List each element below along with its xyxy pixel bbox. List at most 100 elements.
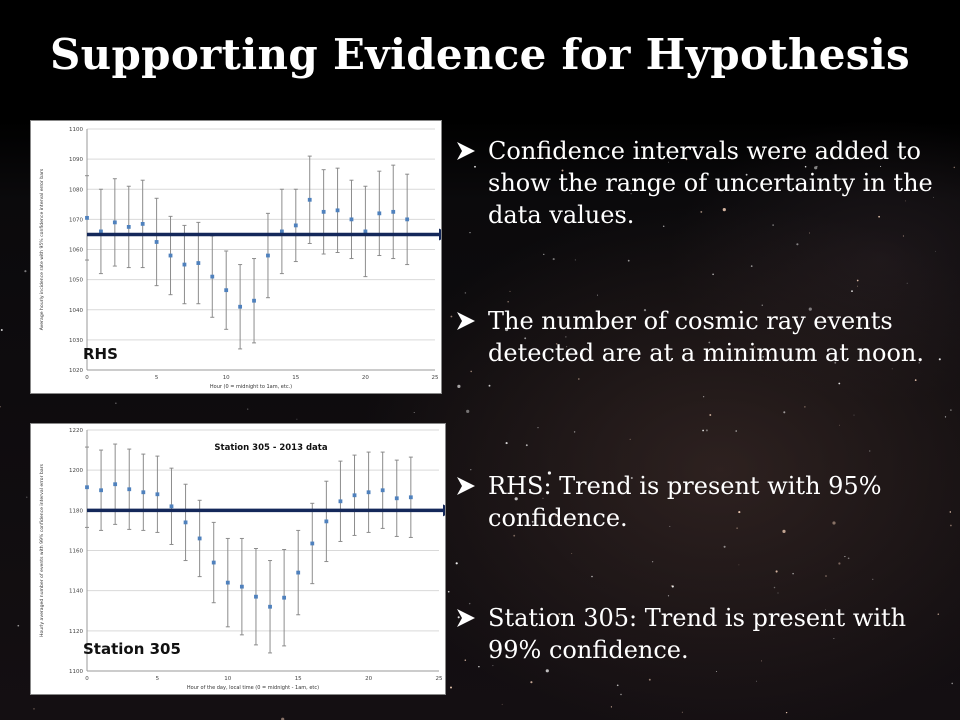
star — [281, 717, 285, 720]
star — [738, 511, 741, 514]
star — [709, 414, 712, 416]
data-point — [112, 220, 117, 225]
star — [891, 368, 893, 370]
bullet-text: Station 305: Trend is present with 99% c… — [488, 604, 907, 664]
star — [804, 165, 807, 168]
star — [847, 557, 850, 560]
data-point — [155, 492, 160, 497]
star — [457, 384, 461, 388]
data-point — [321, 209, 326, 214]
star — [825, 575, 827, 577]
star — [24, 270, 27, 273]
star — [853, 414, 855, 416]
star — [542, 497, 544, 499]
star — [668, 161, 669, 163]
y-tick-label: 1180 — [69, 508, 83, 514]
data-point — [279, 229, 284, 234]
star — [470, 370, 473, 373]
star — [914, 379, 917, 381]
rhs-chart: 1020 1030 1040 1050 1060 1070 1080 1090 1100 0 5 10… — [30, 120, 442, 394]
star — [792, 572, 794, 575]
star — [558, 613, 561, 615]
data-point — [197, 536, 202, 541]
data-point — [168, 253, 173, 258]
data-point — [238, 304, 243, 309]
star — [723, 545, 726, 548]
data-point — [307, 197, 312, 202]
star — [833, 638, 835, 639]
star — [447, 590, 450, 593]
star — [950, 524, 952, 527]
star — [880, 165, 882, 167]
bullet-text: Confidence intervals were added to show … — [488, 137, 933, 229]
star — [838, 382, 841, 385]
star — [574, 259, 576, 261]
y-tick-label: 1070 — [69, 217, 83, 223]
star — [573, 431, 576, 433]
star — [115, 402, 117, 404]
star — [851, 290, 853, 292]
data-point — [254, 594, 258, 599]
station-305-chart-plot: 1100 1120 1140 1160 1180 1200 1220 0 5 10 15 20 25 Ho… — [39, 428, 445, 691]
star — [524, 337, 527, 340]
arrowhead-bullet-icon — [455, 308, 477, 340]
star — [565, 336, 567, 338]
star — [662, 225, 665, 227]
slide-title: Supporting Evidence for Hypothesis — [50, 30, 910, 79]
star — [785, 711, 788, 714]
star — [247, 408, 249, 410]
star — [457, 616, 460, 619]
star — [507, 301, 509, 303]
data-point — [363, 229, 368, 234]
chart-title: Station 305 - 2013 data — [214, 443, 327, 453]
star — [783, 411, 786, 414]
star — [944, 416, 947, 418]
star — [904, 200, 906, 202]
station-305-chart: 1100 1120 1140 1160 1180 1200 1220 0 5 10 15 20 25 Ho… — [30, 423, 446, 695]
star — [917, 153, 920, 155]
x-tick-label: 15 — [292, 375, 299, 381]
star — [676, 622, 678, 624]
data-point — [141, 490, 146, 495]
x-tick-label: 25 — [436, 676, 443, 682]
star — [762, 356, 764, 358]
star — [488, 384, 491, 387]
y-axis-label: Average hourly incidence rate with 95% c… — [39, 168, 45, 330]
data-point — [127, 487, 132, 492]
star — [0, 406, 1, 408]
star — [501, 703, 503, 705]
star — [703, 396, 705, 398]
star — [705, 429, 708, 432]
star — [839, 424, 840, 426]
star — [950, 409, 952, 411]
star — [750, 265, 753, 267]
x-tick-label: 20 — [365, 676, 372, 682]
star — [537, 427, 539, 429]
star — [643, 309, 647, 312]
star — [530, 681, 533, 684]
data-point — [182, 262, 187, 267]
star — [938, 358, 941, 361]
y-tick-label: 1140 — [69, 589, 83, 595]
star — [470, 469, 472, 471]
arrowhead-bullet-icon — [455, 605, 477, 637]
rhs-chart-tag: RHS — [83, 345, 118, 363]
star — [33, 708, 35, 710]
star — [513, 534, 516, 537]
star — [906, 282, 908, 284]
data-point — [380, 488, 385, 493]
star — [669, 525, 671, 527]
star — [570, 173, 573, 176]
star — [756, 680, 757, 682]
star — [555, 343, 558, 345]
star — [667, 595, 670, 597]
data-point — [293, 223, 298, 228]
star — [464, 659, 467, 661]
data-point — [224, 288, 229, 293]
star — [856, 279, 859, 282]
star — [754, 346, 756, 348]
data-point — [377, 211, 382, 216]
star — [616, 684, 619, 687]
star — [937, 613, 940, 615]
x-tick-label: 0 — [85, 676, 89, 682]
